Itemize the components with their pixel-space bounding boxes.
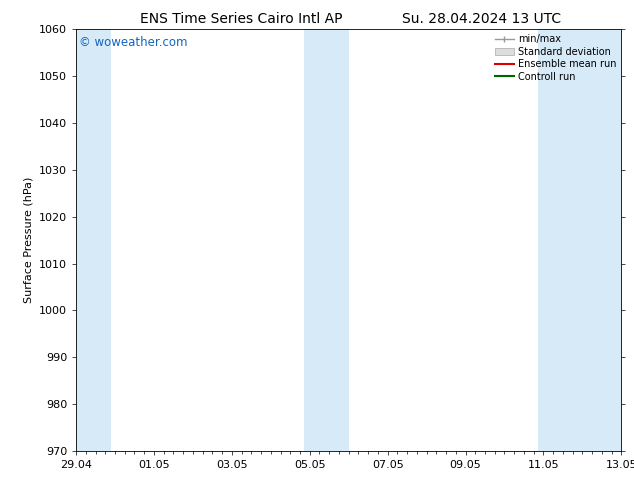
Text: © woweather.com: © woweather.com — [79, 36, 187, 49]
Y-axis label: Surface Pressure (hPa): Surface Pressure (hPa) — [23, 177, 34, 303]
Bar — [304, 29, 349, 451]
Bar — [538, 29, 621, 451]
Legend: min/max, Standard deviation, Ensemble mean run, Controll run: min/max, Standard deviation, Ensemble me… — [493, 32, 618, 83]
Text: Su. 28.04.2024 13 UTC: Su. 28.04.2024 13 UTC — [403, 12, 561, 26]
Text: ENS Time Series Cairo Intl AP: ENS Time Series Cairo Intl AP — [139, 12, 342, 26]
Bar — [76, 29, 111, 451]
